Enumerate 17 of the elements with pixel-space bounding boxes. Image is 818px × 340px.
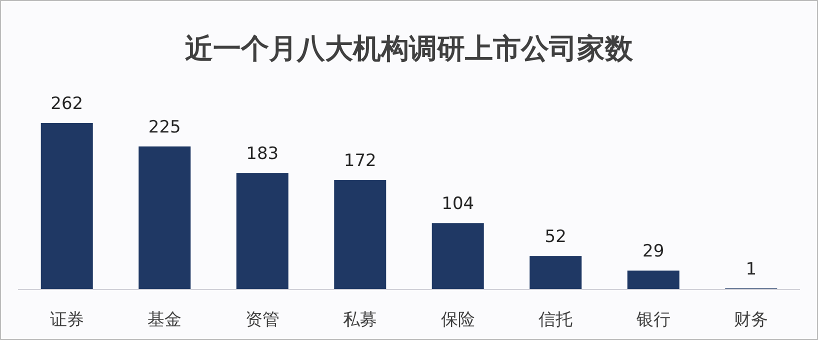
x-tick-label: 证券 [50, 310, 84, 330]
data-label: 172 [344, 151, 376, 172]
data-label: 262 [50, 94, 84, 114]
data-label: 225 [148, 117, 181, 138]
data-label: 1 [746, 259, 757, 280]
chart-title: 近一个月八大机构调研上市公司家数 [185, 32, 634, 65]
x-tick-label: 基金 [148, 310, 182, 330]
data-label: 183 [246, 144, 279, 164]
x-tick-label: 银行 [635, 310, 670, 330]
x-tick-label: 保险 [440, 310, 475, 330]
data-label: 52 [544, 227, 566, 248]
x-tick-label: 财务 [734, 310, 768, 330]
data-label: 29 [642, 242, 664, 262]
x-tick-label: 资管 [245, 310, 280, 330]
data-label: 104 [442, 194, 474, 214]
x-tick-label: 信托 [538, 310, 573, 330]
x-tick-label: 私募 [343, 310, 378, 330]
